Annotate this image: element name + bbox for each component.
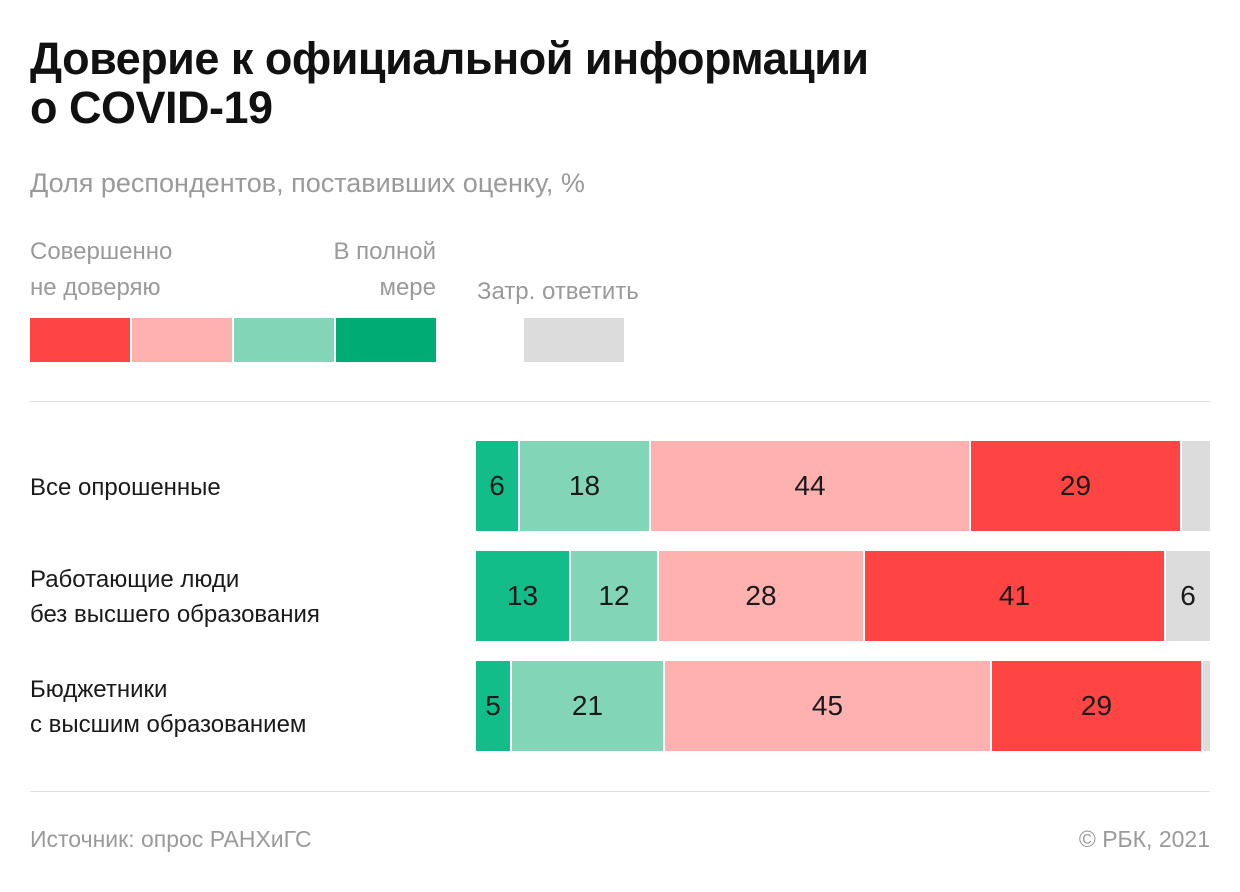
legend-right-label: В полной мере (236, 234, 436, 306)
legend-swatch-distrust-full (30, 318, 130, 362)
segment-trust-partial: 21 (512, 661, 665, 751)
segment-trust-full: 6 (476, 441, 520, 531)
segment-no-answer (1203, 661, 1210, 751)
legend-left-label-line: не доверяю (30, 274, 161, 301)
source-note: Источник: опрос РАНХиГС (30, 826, 312, 852)
segment-value-label: 41 (998, 580, 1031, 611)
row-label-line: Бюджетники (30, 676, 168, 703)
segment-distrust-full: 29 (971, 441, 1182, 531)
bar-row-all: 6 18 44 29 (476, 441, 1210, 531)
segment-value-label: 29 (1080, 690, 1113, 721)
legend-right-label-line: В полной (333, 238, 436, 265)
legend-swatch-no-answer (524, 318, 624, 362)
segment-value-label: 6 (489, 470, 505, 501)
segment-distrust-partial: 44 (651, 441, 971, 531)
chart-title-line: о COVID-19 (30, 82, 273, 133)
legend-no-answer-label: Затр. ответить (477, 278, 639, 305)
segment-value-label: 18 (568, 470, 601, 501)
row-label-line: без высшего образования (30, 601, 320, 628)
row-label-all: Все опрошенные (30, 470, 221, 505)
chart-title: Доверие к официальной информации о COVID… (30, 34, 869, 132)
bar-row-public-sector: 5 21 45 29 (476, 661, 1210, 751)
row-label-line: с высшим образованием (30, 711, 307, 738)
segment-value-label: 21 (571, 690, 604, 721)
chart-title-line: Доверие к официальной информации (30, 33, 869, 84)
legend-right-label-line: мере (379, 274, 436, 301)
legend-swatch-trust-partial (234, 318, 334, 362)
segment-no-answer (1182, 441, 1210, 531)
row-label-line: Работающие люди (30, 566, 240, 593)
top-divider (30, 401, 1210, 402)
segment-no-answer: 6 (1166, 551, 1210, 641)
copyright: © РБК, 2021 (1078, 826, 1210, 852)
segment-distrust-full: 29 (992, 661, 1203, 751)
segment-trust-partial: 18 (520, 441, 651, 531)
segment-distrust-partial: 28 (659, 551, 865, 641)
segment-value-label: 5 (485, 690, 501, 721)
legend-swatch-trust-full (336, 318, 436, 362)
row-label-public-sector: Бюджетники с высшим образованием (30, 672, 306, 742)
segment-trust-full: 5 (476, 661, 512, 751)
segment-distrust-full: 41 (865, 551, 1166, 641)
segment-trust-full: 13 (476, 551, 571, 641)
segment-value-label: 12 (598, 580, 630, 611)
bar-row-workers: 13 12 28 41 6 (476, 551, 1210, 641)
segment-trust-partial: 12 (571, 551, 659, 641)
segment-value-label: 29 (1059, 470, 1092, 501)
segment-distrust-partial: 45 (665, 661, 992, 751)
legend-left-label: Совершенно не доверяю (30, 234, 172, 306)
segment-value-label: 44 (794, 470, 826, 501)
legend-swatch-distrust-partial (132, 318, 232, 362)
bottom-divider (30, 791, 1210, 792)
segment-value-label: 45 (811, 690, 844, 721)
row-label-line: Все опрошенные (30, 474, 221, 501)
segment-value-label: 6 (1180, 580, 1196, 611)
row-label-workers: Работающие люди без высшего образования (30, 562, 320, 632)
legend-left-label-line: Совершенно (30, 238, 173, 265)
chart-subtitle: Доля респондентов, поставивших оценку, % (30, 168, 585, 198)
segment-value-label: 13 (506, 580, 539, 611)
segment-value-label: 28 (745, 580, 777, 611)
